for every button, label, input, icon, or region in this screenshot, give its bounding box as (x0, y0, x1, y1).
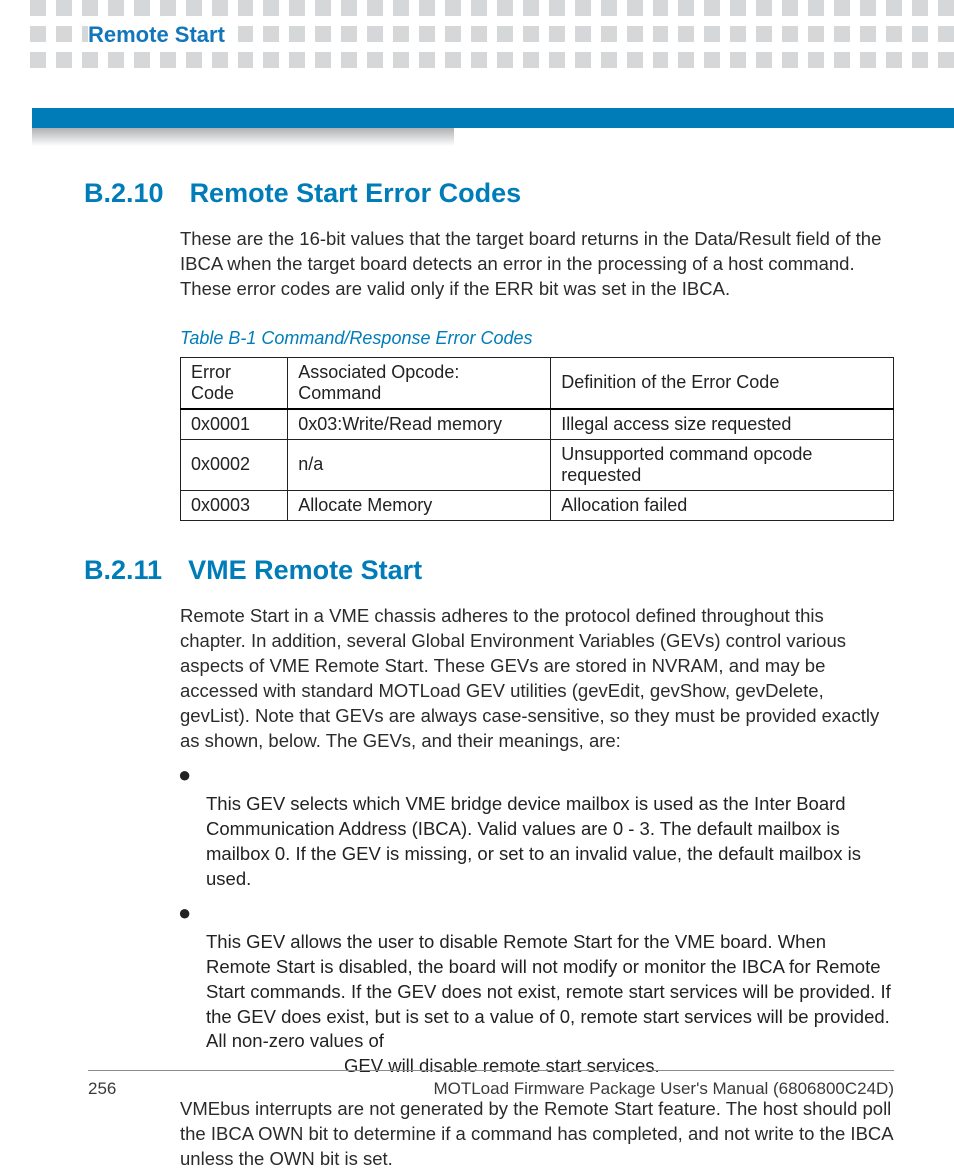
section2-intro: Remote Start in a VME chassis adheres to… (180, 604, 894, 754)
content-area: B.2.10 Remote Start Error Codes These ar… (88, 178, 894, 1172)
table-cell: Allocation failed (551, 490, 894, 520)
section-heading-b211: B.2.11 VME Remote Start (84, 555, 894, 586)
section2-closing: VMEbus interrupts are not generated by t… (180, 1097, 894, 1172)
table-cell: 0x0002 (181, 439, 288, 490)
section-number: B.2.10 (84, 178, 164, 209)
table-row: 0x00010x03:Write/Read memoryIllegal acce… (181, 409, 894, 440)
section1-intro: These are the 16-bit values that the tar… (180, 227, 894, 302)
table-cell: Illegal access size requested (551, 409, 894, 440)
section-title: Remote Start Error Codes (190, 178, 522, 209)
table-cell: Allocate Memory (288, 490, 551, 520)
table-row: 0x0003Allocate MemoryAllocation failed (181, 490, 894, 520)
section-number: B.2.11 (84, 555, 162, 586)
bullet-2-marker: ● (180, 902, 894, 924)
bullet-1-marker: ● (180, 764, 894, 786)
header-shadow (32, 128, 454, 146)
doc-title-footer: MOTLoad Firmware Package User's Manual (… (433, 1079, 894, 1099)
page: Remote Start B.2.10 Remote Start Error C… (0, 0, 954, 1145)
col-opcode: Associated Opcode: Command (288, 357, 551, 409)
page-footer: 256 MOTLoad Firmware Package User's Manu… (88, 1070, 894, 1099)
table-cell: n/a (288, 439, 551, 490)
col-error-code: Error Code (181, 357, 288, 409)
header-blue-bar (32, 108, 954, 128)
table-row: 0x0002n/aUnsupported command opcode requ… (181, 439, 894, 490)
col-definition: Definition of the Error Code (551, 357, 894, 409)
error-codes-table: Error Code Associated Opcode: Command De… (180, 357, 894, 521)
running-header-title: Remote Start (88, 22, 231, 48)
table-cell: 0x03:Write/Read memory (288, 409, 551, 440)
table-cell: Unsupported command opcode requested (551, 439, 894, 490)
table-cell: 0x0003 (181, 490, 288, 520)
bullet-1-text: This GEV selects which VME bridge device… (206, 792, 894, 892)
table-cell: 0x0001 (181, 409, 288, 440)
table-header-row: Error Code Associated Opcode: Command De… (181, 357, 894, 409)
bullet-2-text: This GEV allows the user to disable Remo… (206, 930, 894, 1055)
footer-rule (88, 1070, 894, 1071)
table-caption: Table B-1 Command/Response Error Codes (180, 328, 894, 349)
section-heading-b210: B.2.10 Remote Start Error Codes (84, 178, 894, 209)
page-number: 256 (88, 1079, 116, 1099)
section-title: VME Remote Start (188, 555, 422, 586)
